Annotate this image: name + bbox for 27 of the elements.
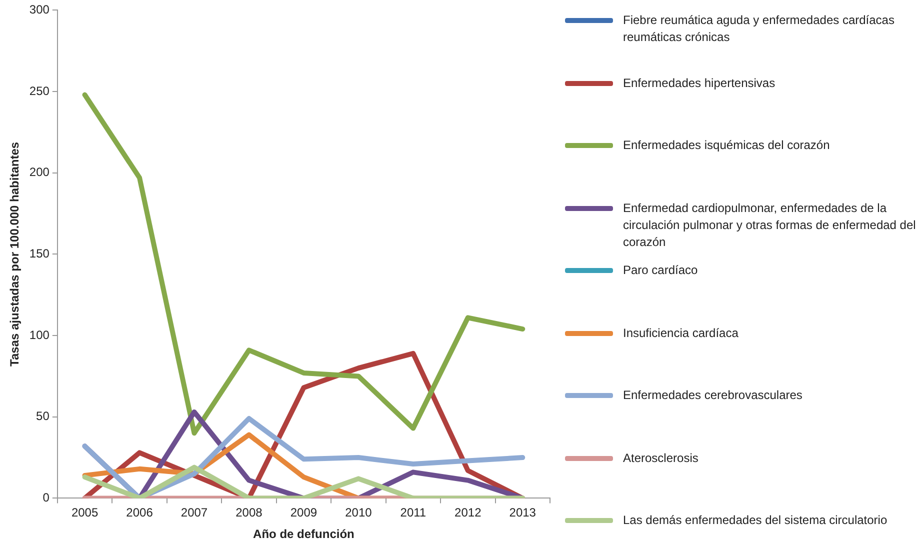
y-tick-label: 150 [29,246,50,261]
legend-label: Enfermedad cardiopulmonar, enfermedades de la circulación pulmonar y otras formas de enfermedad del corazón [623,200,917,250]
legend-label: Fiebre reumática aguda y enfermedades cardíacas reumáticas crónicas [623,12,896,46]
legend-label: Aterosclerosis [623,450,698,466]
x-tick-label: 2007 [180,506,208,520]
y-tick-label: 250 [29,84,50,98]
x-tick-label: 2011 [400,506,426,520]
x-tick-label: 2005 [71,506,98,520]
y-tick-label: 300 [29,2,50,17]
legend-label: Enfermedades cerebrovasculares [623,387,802,404]
legend-label: Enfermedades hipertensivas [623,74,776,92]
legend-label: Las demás enfermedades del sistema circulatorio [623,512,888,529]
x-tick-label: 2008 [236,506,263,520]
y-tick-label: 100 [29,328,50,342]
y-tick-label: 200 [29,165,50,180]
legend-label: Paro cardíaco [623,262,698,279]
x-axis-title: Año de defunción [253,527,354,542]
x-tick-label: 2006 [126,506,154,520]
y-tick-label: 0 [42,490,50,505]
x-tick-label: 2010 [345,506,372,520]
x-tick-label: 2012 [454,506,482,520]
x-tick-label: 2009 [290,506,318,520]
x-tick-label: 2013 [509,506,536,520]
legend-label: Insuficiencia cardíaca [623,324,738,342]
y-axis-title: Tasas ajustadas por 100.000 habitantes [8,142,22,366]
legend-label: Enfermedades isquémicas del corazón [623,137,830,154]
y-tick-label: 50 [36,409,50,424]
